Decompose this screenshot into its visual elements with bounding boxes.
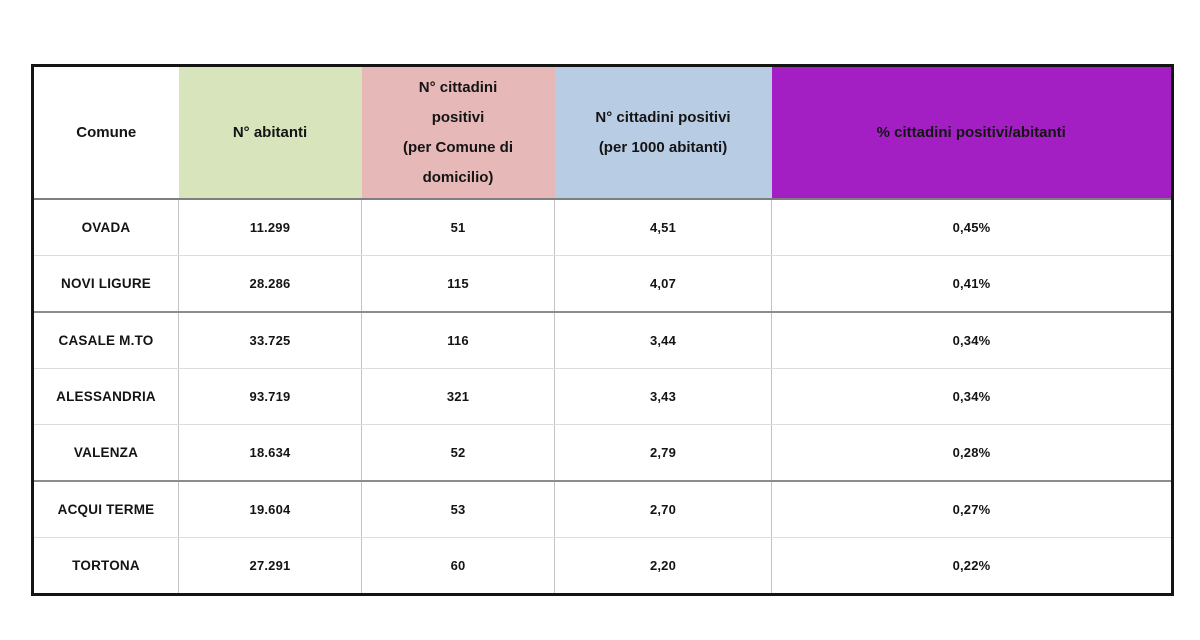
cell-percent-positivi: 0,34% [771, 368, 1173, 425]
table-row: OVADA 11.299 51 4,51 0,45% [32, 199, 1173, 256]
header-cell-percent-positivi: % cittadini positivi/abitanti [771, 65, 1173, 200]
cell-abitanti: 18.634 [178, 424, 362, 482]
header-cell-abitanti: N° abitanti [178, 65, 362, 200]
header-row: Comune N° abitanti N° cittadini positivi… [32, 65, 1173, 200]
cell-positivi-per-1000: 4,07 [554, 255, 772, 313]
cell-comune: CASALE M.TO [32, 311, 179, 369]
cell-comune: VALENZA [32, 424, 179, 482]
cell-comune: NOVI LIGURE [32, 255, 179, 313]
cell-percent-positivi: 0,34% [771, 311, 1173, 369]
cell-abitanti: 11.299 [178, 199, 362, 256]
cell-percent-positivi: 0,28% [771, 424, 1173, 482]
table-row: NOVI LIGURE 28.286 115 4,07 0,41% [32, 255, 1173, 313]
cell-abitanti: 19.604 [178, 480, 362, 538]
positives-by-comune-table: Comune N° abitanti N° cittadini positivi… [31, 64, 1174, 596]
cell-positivi-per-1000: 2,70 [554, 480, 772, 538]
cell-abitanti: 93.719 [178, 368, 362, 425]
cell-positivi-domicilio: 52 [361, 424, 555, 482]
cell-positivi-domicilio: 116 [361, 311, 555, 369]
cell-abitanti: 33.725 [178, 311, 362, 369]
header-cell-positivi-per-1000: N° cittadini positivi (per 1000 abitanti… [554, 65, 772, 200]
cell-positivi-domicilio: 321 [361, 368, 555, 425]
cell-abitanti: 28.286 [178, 255, 362, 313]
cell-positivi-domicilio: 53 [361, 480, 555, 538]
cell-percent-positivi: 0,22% [771, 537, 1173, 595]
cell-comune: ACQUI TERME [32, 480, 179, 538]
cell-positivi-per-1000: 4,51 [554, 199, 772, 256]
cell-positivi-per-1000: 3,44 [554, 311, 772, 369]
cell-comune: OVADA [32, 199, 179, 256]
header-cell-positivi-domicilio: N° cittadini positivi (per Comune di dom… [361, 65, 555, 200]
cell-comune: TORTONA [32, 537, 179, 595]
table-row: CASALE M.TO 33.725 116 3,44 0,34% [32, 311, 1173, 369]
table-row: ALESSANDRIA 93.719 321 3,43 0,34% [32, 368, 1173, 425]
table-row: VALENZA 18.634 52 2,79 0,28% [32, 424, 1173, 482]
cell-positivi-per-1000: 2,20 [554, 537, 772, 595]
cell-positivi-per-1000: 3,43 [554, 368, 772, 425]
cell-positivi-domicilio: 51 [361, 199, 555, 256]
header-cell-comune: Comune [32, 65, 179, 200]
table-row: ACQUI TERME 19.604 53 2,70 0,27% [32, 480, 1173, 538]
cell-percent-positivi: 0,27% [771, 480, 1173, 538]
cell-percent-positivi: 0,45% [771, 199, 1173, 256]
cell-abitanti: 27.291 [178, 537, 362, 595]
cell-positivi-domicilio: 115 [361, 255, 555, 313]
cell-positivi-per-1000: 2,79 [554, 424, 772, 482]
cell-positivi-domicilio: 60 [361, 537, 555, 595]
cell-comune: ALESSANDRIA [32, 368, 179, 425]
cell-percent-positivi: 0,41% [771, 255, 1173, 313]
table-row: TORTONA 27.291 60 2,20 0,22% [32, 537, 1173, 595]
